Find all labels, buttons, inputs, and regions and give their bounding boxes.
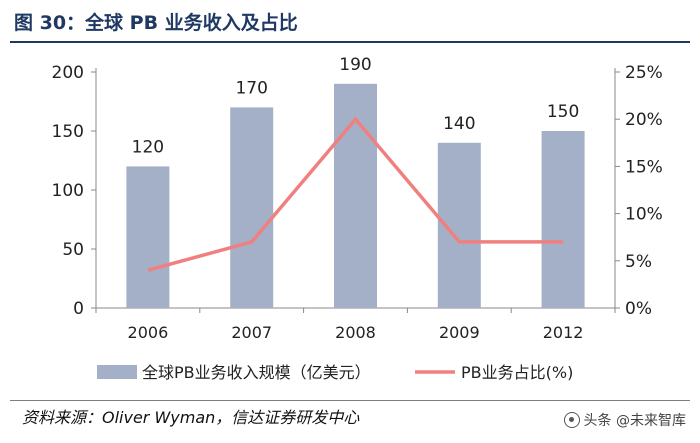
y-right-tick-label: 25% [625,63,663,83]
legend-bar-swatch [97,365,137,379]
y-left-tick-label: 0 [73,299,84,319]
x-tick-label: 2009 [439,323,480,342]
revenue-bar [541,131,585,308]
y-right-tick-label: 10% [625,205,663,225]
combo-chart: 0 50 100 150 200 0% 5% 10% 15% 20% 25% 2006 2007 2008… [52,55,663,382]
legend-line-label: PB业务占比(%) [461,363,573,382]
y-right-tick-label: 5% [625,252,652,272]
revenue-data-label: 170 [235,78,267,98]
source-rule [10,400,690,401]
x-tick-label: 2008 [335,323,376,342]
source-note: 资料来源：Oliver Wyman，信达证券研发中心 [22,408,360,427]
watermark: 头条 @未来智库 [563,410,686,430]
y-left-tick-label: 50 [62,240,84,260]
x-tick-label: 2012 [543,323,584,342]
watermark-logo-icon [563,412,580,428]
y-right-tick-label: 20% [625,110,663,130]
watermark-text: 头条 @未来智库 [583,413,686,429]
y-left-tick-label: 150 [52,122,84,142]
figure-title: 图 30：全球 PB 业务收入及占比 [14,12,298,34]
x-tick-label: 2006 [128,323,169,342]
y-left-tick-label: 100 [52,181,84,201]
y-right-tick-label: 0% [625,299,652,319]
revenue-bar [230,107,274,309]
revenue-data-label: 120 [132,137,164,157]
revenue-data-label: 140 [443,114,475,134]
revenue-data-label: 150 [547,102,579,122]
revenue-data-label: 190 [339,55,371,75]
title-rule [10,41,690,43]
x-tick-label: 2007 [231,323,272,342]
revenue-bar [126,166,170,308]
y-right-tick-label: 15% [625,157,663,177]
y-left-tick-label: 200 [52,63,84,83]
legend-bar-label: 全球PB业务收入规模（亿美元） [142,363,371,382]
